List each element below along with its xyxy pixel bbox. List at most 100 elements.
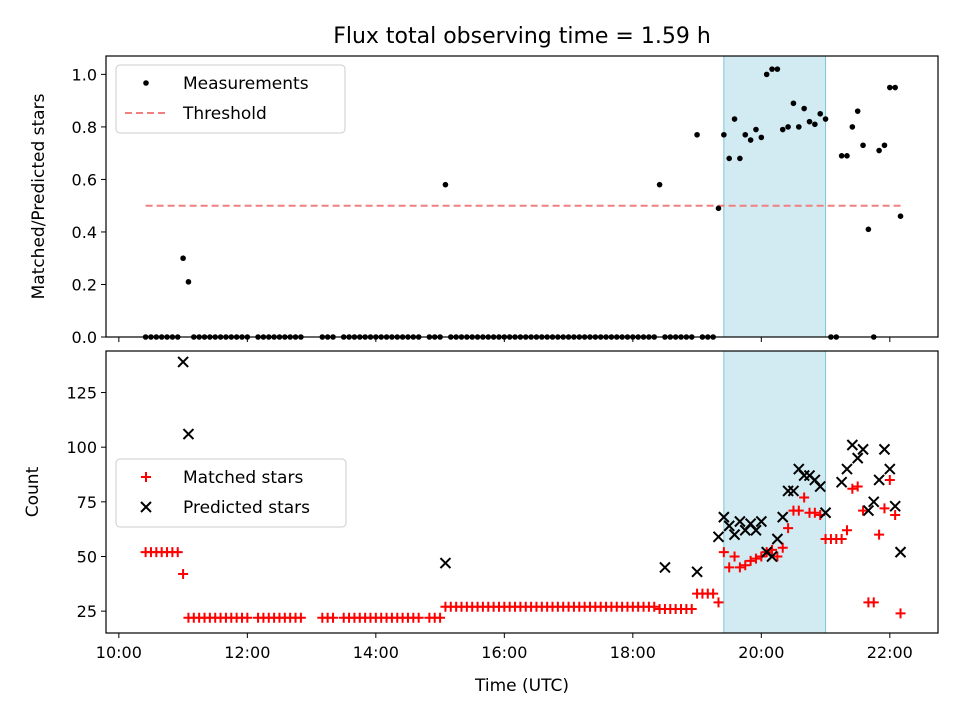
x-tick-label: 12:00 [224, 643, 270, 662]
matched-star-point [890, 509, 901, 520]
measurement-point [694, 131, 700, 138]
matched-star-point [435, 612, 446, 623]
legend-label: Threshold [182, 104, 267, 124]
predicted-star-point [439, 557, 452, 569]
x-tick-label: 18:00 [610, 643, 656, 662]
observing-window-band [723, 55, 827, 338]
measurement-point [656, 181, 663, 188]
matched-star-point [708, 588, 719, 599]
measurement-point [817, 110, 824, 117]
measurement-point [881, 142, 888, 149]
panel-top: 0.0 0.2 0.4 0.6 0.8 1.0 Matched/Predicted sta… [29, 55, 939, 347]
predicted-star-point [862, 504, 875, 517]
predicted-star-point [712, 531, 725, 543]
measurement-point [785, 124, 791, 130]
measurement-point [726, 155, 732, 162]
y-tick-label: 100 [66, 438, 97, 457]
matched-star-point [745, 555, 756, 566]
matched-star-point [868, 597, 879, 608]
matched-star-point [895, 608, 906, 619]
y-tick-label: 50 [77, 547, 97, 566]
predicted-star-point [857, 443, 869, 456]
measurement-point [812, 121, 818, 128]
measurement-point [854, 108, 861, 114]
measurement-point [887, 84, 893, 91]
predicted-star-point [766, 550, 778, 563]
axes-frame-top [105, 55, 939, 338]
legend-label: Matched stars [183, 468, 303, 488]
matched-star-point [686, 603, 697, 614]
predicted-star-point [177, 356, 189, 368]
y-tick-label: 0.0 [72, 328, 97, 347]
measurement-point [774, 66, 781, 72]
legend-label: Measurements [183, 74, 309, 94]
predicted-star-point [851, 452, 864, 464]
matched-star-point [884, 474, 895, 485]
legend-box [115, 458, 347, 528]
predicted-star-point [841, 463, 853, 475]
measurement-point [185, 279, 192, 285]
predicted-star-point [846, 439, 859, 451]
y-axis-label-top: Matched/Predicted stars [29, 93, 49, 299]
x-tick-label: 16:00 [481, 643, 527, 662]
matched-star-point [772, 551, 783, 562]
x-tick-label: 14:00 [353, 643, 399, 662]
matched-star-point [852, 481, 863, 492]
matched-star-point [172, 547, 183, 558]
x-axis-label: Time (UTC) [474, 676, 569, 696]
measurement-point [795, 124, 802, 130]
measurement-point [897, 213, 904, 219]
matched-star-point [328, 612, 339, 623]
predicted-star-point [755, 515, 768, 528]
measurement-point [769, 66, 775, 72]
measurement-point [180, 255, 186, 262]
predicted-star-point [771, 533, 784, 545]
predicted-star-point [884, 463, 896, 475]
predicted-star-point [787, 485, 800, 497]
y-tick-label: 25 [77, 602, 97, 621]
matched-star-point [649, 601, 660, 612]
axes-frame-bottom [105, 350, 939, 634]
matched-star-point [777, 542, 788, 553]
predicted-star-point [182, 428, 195, 440]
y-tick-label: 125 [66, 384, 97, 403]
legend-marker-measurements [143, 80, 149, 86]
measurement-point [822, 116, 829, 122]
measurement-point [715, 205, 722, 212]
measurement-point [763, 71, 770, 78]
legend-top: Measurements Threshold [115, 64, 346, 134]
axis-ticks-top: 0.0 0.2 0.4 0.6 0.8 1.0 [72, 65, 891, 347]
predicted-star-point [889, 500, 901, 512]
measurement-point [892, 84, 898, 91]
y-tick-label: 0.4 [72, 223, 97, 242]
legend-marker-predicted [140, 501, 152, 513]
matched-star-point [740, 560, 751, 571]
measurement-point [779, 126, 786, 133]
matched-star-point [879, 503, 890, 514]
matched-star-point [874, 529, 885, 540]
measurement-point [838, 152, 845, 159]
matched-star-point [783, 523, 794, 534]
y-axis-label-bottom: Count [23, 466, 43, 517]
legend-bottom: Matched stars Predicted stars [115, 458, 347, 528]
measurement-point [742, 131, 749, 138]
y-tick-label: 1.0 [72, 65, 97, 84]
y-tick-label: 75 [77, 493, 97, 512]
matched-star-point [858, 505, 869, 516]
matched-star-point [836, 534, 847, 544]
measurement-point [876, 147, 882, 154]
panel-bottom: 25 50 75 100 125 10:00 12:00 14:00 16:00 18:00 20:… [23, 350, 939, 696]
matched-star-point [729, 551, 740, 562]
matched-star-point [750, 553, 761, 564]
x-tick-label: 20:00 [738, 643, 784, 662]
matched-star-point [413, 612, 424, 623]
observing-window-band [723, 350, 827, 634]
predicted-star-point [819, 507, 832, 519]
predicted-star-point [750, 524, 762, 536]
matched-star-point [724, 562, 735, 573]
legend-label: Predicted stars [183, 498, 310, 518]
predicted-star-point [718, 511, 730, 523]
predicted-star-point [814, 480, 826, 493]
matched-star-point [734, 562, 745, 573]
